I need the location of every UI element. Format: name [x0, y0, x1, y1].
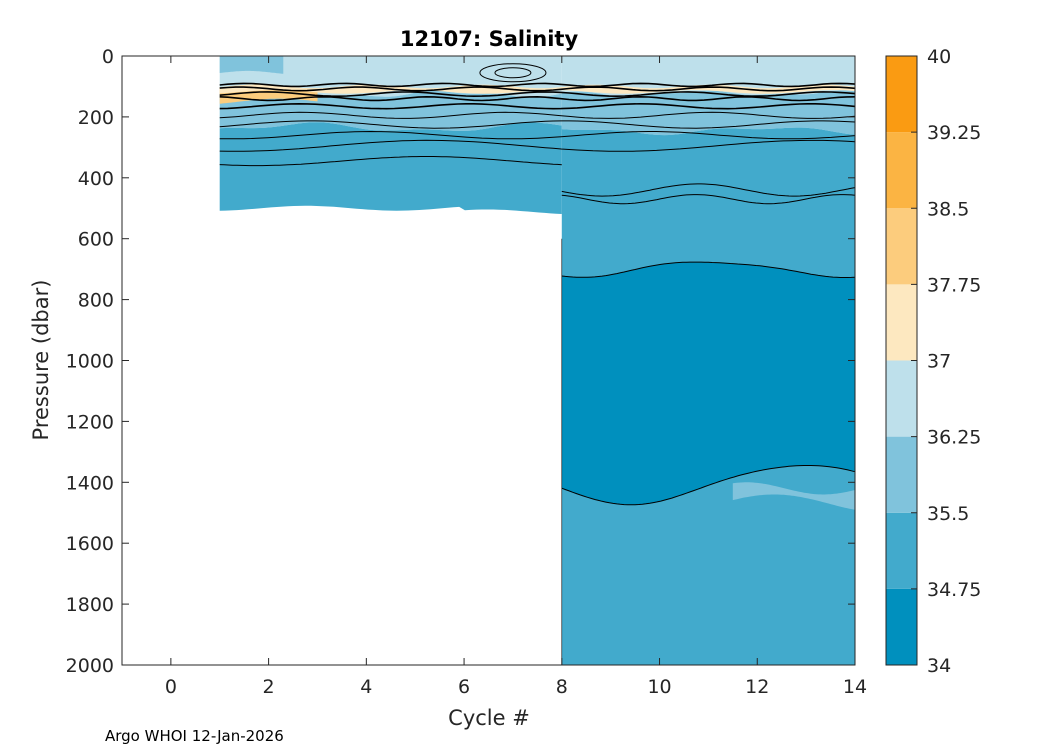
- contour-line: [561, 465, 856, 506]
- x-tick-label: 0: [165, 676, 177, 698]
- contour-line: [219, 120, 856, 129]
- colorbar-tick-label: 40: [927, 46, 951, 68]
- contour-lines: [219, 63, 856, 665]
- colorbar-tick-label: 37: [927, 351, 951, 373]
- y-tick-label: 0: [102, 46, 114, 68]
- contour-band-34-34.75: [561, 262, 855, 505]
- colorbar-swatch: [886, 284, 917, 361]
- colorbar-tick-label: 36.25: [927, 427, 981, 449]
- x-tick-label: 2: [263, 676, 275, 698]
- y-tick-label: 800: [78, 290, 114, 312]
- colorbar-swatch: [886, 436, 917, 513]
- contour-band-34.75-35.5: [561, 127, 855, 278]
- colorbar-swatch: [886, 588, 917, 665]
- x-tick-label: 8: [556, 676, 568, 698]
- colorbar-tick-label: 34: [927, 655, 951, 677]
- colorbar-swatch: [886, 56, 917, 133]
- y-tick-label: 1800: [66, 594, 114, 616]
- colorbar-ticks: 34 34.75 35.5 36.25 37 37.75 38.5 39.25 40: [911, 46, 981, 677]
- y-tick-label: 1600: [66, 533, 114, 555]
- y-tick-label: 1200: [66, 411, 114, 433]
- contour-line: [561, 183, 856, 197]
- y-tick-label: 400: [78, 168, 114, 190]
- contour-line: [561, 194, 856, 205]
- contour-line: [219, 111, 856, 119]
- colorbar: 34 34.75 35.5 36.25 37 37.75 38.5 39.25 40: [885, 46, 981, 677]
- colorbar-tick-label: 34.75: [927, 579, 981, 601]
- contour-lens-35.5: [732, 482, 855, 510]
- y-tick-label: 2000: [66, 655, 114, 677]
- contour-line: [219, 130, 856, 140]
- y-tick-label: 200: [78, 107, 114, 129]
- contour-line: [219, 156, 562, 167]
- y-tick-label: 600: [78, 229, 114, 251]
- contour-eddy: [479, 63, 547, 83]
- x-axis-label: Cycle #: [448, 706, 530, 730]
- contour-patch-surface: [219, 56, 284, 74]
- colorbar-tick-label: 39.25: [927, 122, 981, 144]
- x-tick-label: 12: [745, 676, 769, 698]
- chart-title: 12107: Salinity: [400, 27, 579, 51]
- y-tick-label: 1400: [66, 472, 114, 494]
- x-tick-label: 10: [647, 676, 671, 698]
- x-tick-label: 14: [843, 676, 867, 698]
- colorbar-tick-label: 35.5: [927, 503, 969, 525]
- x-tick-label: 6: [458, 676, 470, 698]
- colorbar-tick-label: 37.75: [927, 274, 981, 296]
- contour-line: [219, 95, 856, 102]
- y-axis-label: Pressure (dbar): [29, 280, 53, 441]
- contour-band-34.75-35.5-deep: [561, 465, 855, 665]
- contour-line: [219, 82, 856, 88]
- x-tick-label: 4: [360, 676, 372, 698]
- contour-line: [219, 102, 856, 110]
- contour-line: [561, 261, 856, 278]
- contour-line: [219, 86, 856, 92]
- colorbar-swatch: [886, 360, 917, 437]
- y-axis-ticks: 0 200 400 600 800 1000 1200 1400 1600 1800 2000: [66, 46, 855, 677]
- colorbar-swatch: [886, 132, 917, 209]
- contour-eddy-inner: [494, 67, 532, 79]
- contour-plot: 0 2 4 6 8 10 12 14 0 200 400 600 800 1000 1200 1400 160…: [66, 46, 867, 698]
- x-axis-ticks: 0 2 4 6 8 10 12 14: [165, 56, 867, 698]
- y-tick-label: 1000: [66, 351, 114, 373]
- colorbar-swatch: [886, 512, 917, 589]
- colorbar-swatches: [886, 56, 917, 665]
- footer-credit: Argo WHOI 12-Jan-2026: [105, 727, 284, 745]
- colorbar-swatch: [886, 208, 917, 285]
- contour-line: [219, 139, 856, 152]
- contour-band-34.75-35.5: [219, 122, 562, 214]
- colorbar-tick-label: 38.5: [927, 198, 969, 220]
